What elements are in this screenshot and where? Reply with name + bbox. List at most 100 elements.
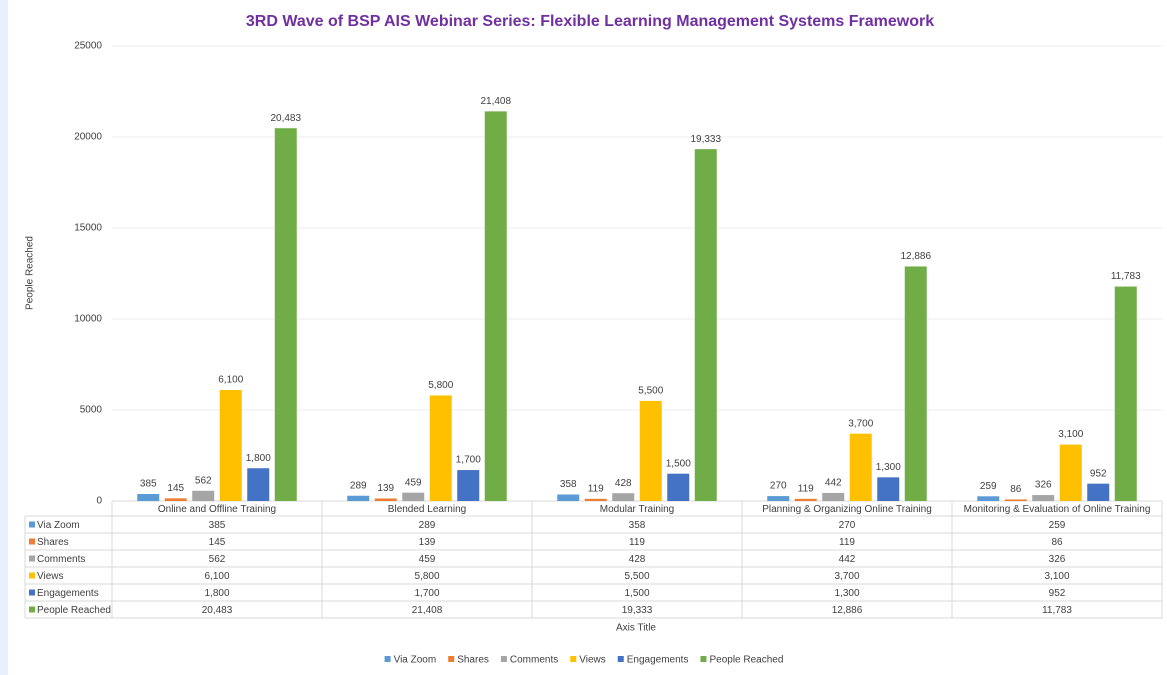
bar [612,493,635,501]
chart-title: 3RD Wave of BSP AIS Webinar Series: Flex… [246,13,934,30]
table-row-label: Views [37,571,64,582]
table-legend-key [29,521,35,528]
bar [164,498,187,501]
data-label: 145 [167,483,184,494]
table-cell: 459 [419,554,436,565]
data-label: 20,483 [270,113,301,124]
data-label: 86 [1010,484,1022,495]
data-label: 1,800 [246,453,271,464]
table-legend-key [29,555,35,562]
table-cell: 6,100 [204,571,229,582]
bar [1059,444,1082,501]
table-row-label: Comments [37,554,85,565]
table-row-label: Engagements [37,588,99,599]
legend-key [500,656,507,662]
data-label: 139 [377,483,394,494]
table-cell: 1,300 [834,588,859,599]
bar [904,266,927,501]
bar [374,498,397,501]
x-tick-label: Blended Learning [388,504,466,515]
bar [1114,286,1137,501]
table-cell: 139 [419,537,436,548]
bar [137,493,160,501]
data-label: 21,408 [480,96,511,107]
table-cell: 12,886 [832,605,863,616]
bar [1032,495,1055,501]
bar [484,111,507,502]
table-cell: 86 [1051,537,1063,548]
legend-label: Engagements [627,655,689,666]
y-tick-label: 20000 [74,132,102,143]
legend-label: Shares [457,655,489,666]
data-label: 326 [1035,480,1052,491]
data-label: 5,800 [428,380,453,391]
bar [822,492,845,501]
bar [247,468,270,501]
table-cell: 11,783 [1042,605,1072,616]
bar [402,492,425,501]
data-label: 442 [825,478,842,489]
data-label: 12,886 [900,251,931,262]
table-row-label: Shares [37,537,69,548]
table-cell: 428 [629,554,646,565]
data-label: 270 [770,481,787,492]
bar [639,400,662,501]
legend-label: Comments [510,655,558,666]
data-label: 19,333 [690,134,721,145]
x-tick-label: Modular Training [600,504,674,515]
table-cell: 119 [629,537,645,548]
table-cell: 259 [1049,520,1066,531]
table-cell: 562 [209,554,226,565]
data-label: 119 [798,483,814,494]
bar [457,470,480,501]
bar [557,494,580,501]
bar [1087,483,1110,501]
bar [192,490,215,501]
bar [584,498,607,501]
bar [849,433,872,501]
bar [794,498,817,501]
data-label: 1,700 [456,455,481,466]
x-tick-label: Monitoring & Evaluation of Online Traini… [964,504,1151,515]
table-legend-key [29,538,35,545]
legend-key [384,656,391,662]
table-cell: 3,100 [1044,571,1069,582]
table-cell: 289 [419,520,436,531]
table-cell: 3,700 [834,571,859,582]
x-tick-label: Planning & Organizing Online Training [762,504,932,515]
y-axis-title: People Reached [25,236,36,310]
bar [667,473,690,501]
edge-strip [0,0,8,675]
table-cell: 19,333 [622,605,653,616]
data-label: 428 [615,478,632,489]
data-label: 6,100 [218,375,243,386]
table-cell: 119 [839,537,855,548]
bar [1004,499,1027,501]
legend-label: Views [579,655,606,666]
data-label: 11,783 [1111,271,1141,282]
x-axis-title: Axis Title [616,623,656,634]
table-row-label: People Reached [37,605,111,616]
y-tick-label: 25000 [74,41,102,52]
bar [429,395,452,501]
legend-label: Via Zoom [394,655,437,666]
legend-key [617,656,624,662]
data-label: 385 [140,479,157,490]
bar [694,149,717,501]
table-cell: 145 [209,537,226,548]
table-cell: 270 [839,520,856,531]
data-label: 289 [350,480,367,491]
y-tick-label: 10000 [74,314,102,325]
table-cell: 20,483 [202,605,233,616]
legend-label: People Reached [709,655,783,666]
y-tick-label: 0 [96,496,102,507]
table-cell: 5,500 [624,571,649,582]
bar [347,495,370,501]
table-cell: 21,408 [412,605,443,616]
table-cell: 442 [839,554,856,565]
table-cell: 358 [629,520,646,531]
data-label: 1,300 [876,462,901,473]
y-tick-label: 15000 [74,223,102,234]
data-label: 259 [980,481,997,492]
